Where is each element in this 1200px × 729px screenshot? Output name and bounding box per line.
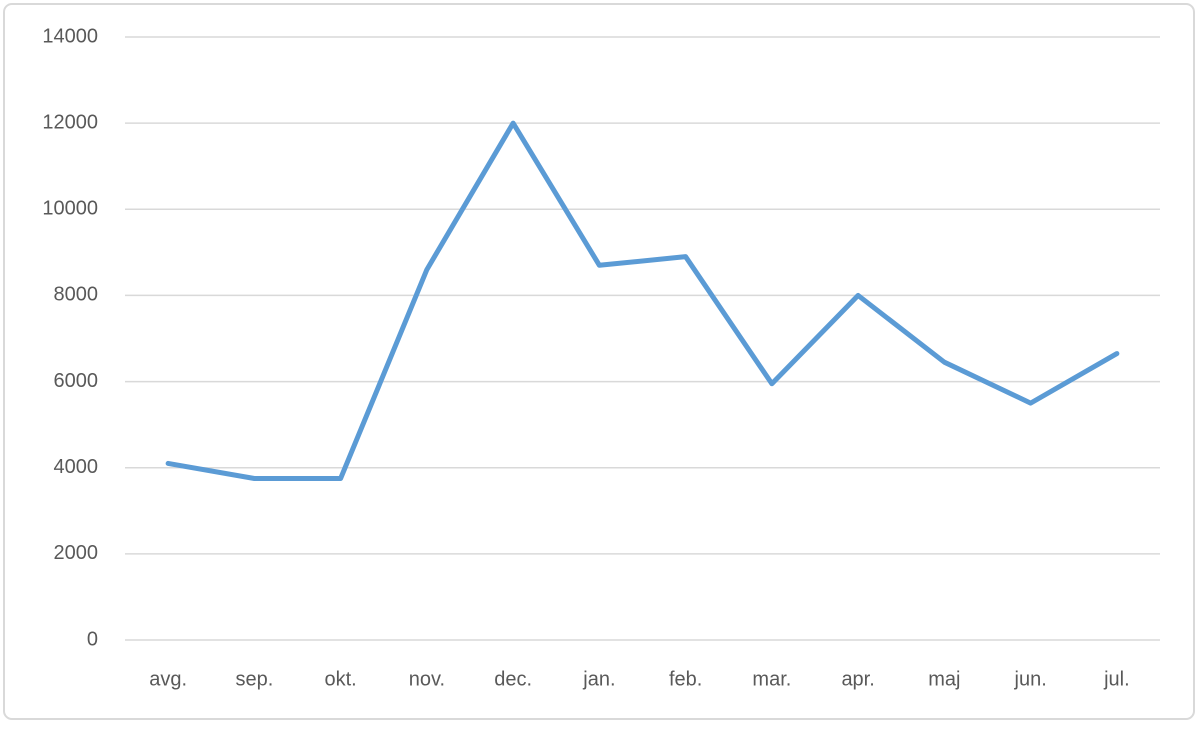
- x-tick-label: nov.: [409, 668, 445, 690]
- x-tick-label: dec.: [494, 668, 532, 690]
- chart-frame: [3, 3, 1195, 720]
- x-tick-label: jul.: [1103, 668, 1130, 690]
- x-tick-label: jun.: [1014, 668, 1047, 690]
- x-tick-label: feb.: [669, 668, 702, 690]
- x-tick-label: maj: [928, 668, 960, 690]
- y-tick-label: 6000: [54, 370, 99, 392]
- line-series: [165, 120, 1120, 481]
- y-tick-label: 4000: [54, 456, 99, 478]
- x-tick-label: okt.: [325, 668, 357, 690]
- x-tick-label: jan.: [582, 668, 615, 690]
- y-tick-label: 14000: [42, 25, 98, 47]
- y-tick-label: 8000: [54, 284, 99, 306]
- y-tick-label: 10000: [42, 198, 98, 220]
- y-tick-label: 2000: [54, 542, 99, 564]
- x-tick-label: avg.: [149, 668, 187, 690]
- x-tick-label: apr.: [841, 668, 874, 690]
- y-tick-label: 0: [87, 628, 98, 650]
- x-tick-label: sep.: [235, 668, 273, 690]
- x-tick-label: mar.: [752, 668, 791, 690]
- y-tick-label: 12000: [42, 111, 98, 133]
